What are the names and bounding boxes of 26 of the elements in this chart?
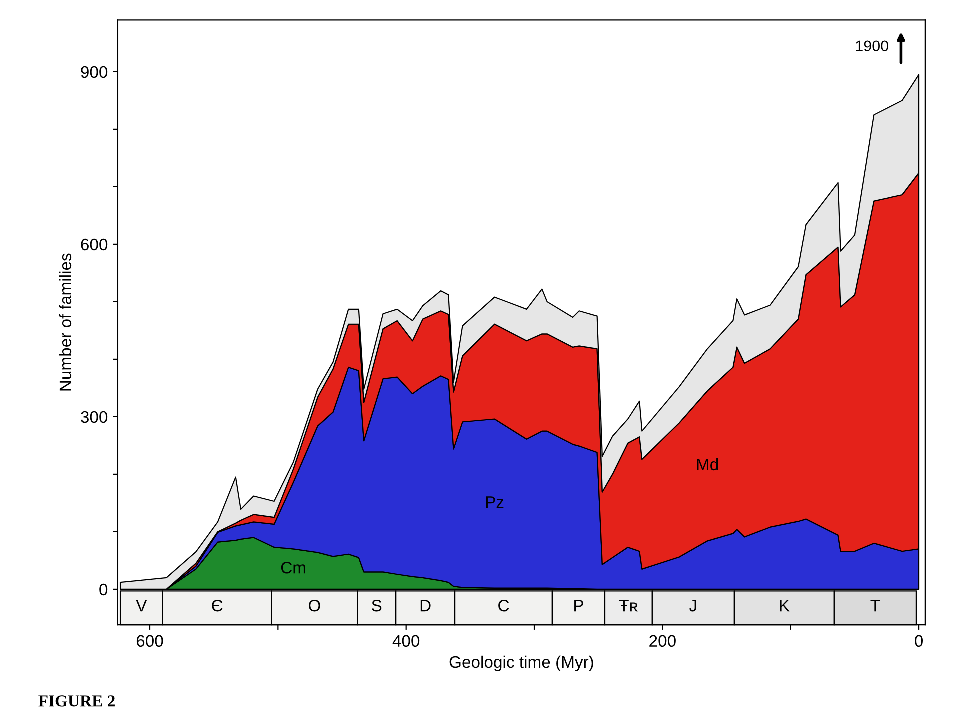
band-label: Ŧʀ	[619, 600, 638, 612]
annotation: 1900	[856, 40, 889, 52]
band-label: S	[372, 600, 382, 612]
x-tick-label: 600	[136, 635, 164, 648]
y-tick-label: 300	[81, 411, 108, 424]
x-tick-label: 200	[650, 635, 676, 648]
band-label: C	[498, 600, 510, 612]
series-label: Md	[697, 458, 718, 471]
band-label: P	[574, 600, 584, 612]
x-tick-label: 400	[392, 635, 420, 648]
band-label: T	[870, 600, 880, 612]
caption: FIGURE 2	[38, 696, 115, 707]
y-tick-label: 900	[81, 66, 108, 78]
series-label: Cm	[281, 562, 306, 574]
band-label: V	[136, 600, 148, 612]
x-tick-label: 0	[915, 635, 924, 648]
band-label: O	[309, 600, 320, 612]
y-tick-label: 0	[100, 584, 108, 596]
band-label: K	[780, 600, 790, 612]
series-label: Pz	[486, 496, 504, 508]
band-label: D	[420, 600, 431, 612]
band-label: J	[690, 600, 696, 612]
x-axis-title: Geologic time (Myr)	[450, 656, 594, 672]
band-label: Є	[212, 600, 223, 612]
y-axis-title: Number of families	[59, 254, 72, 391]
y-tick-label: 600	[81, 238, 108, 251]
